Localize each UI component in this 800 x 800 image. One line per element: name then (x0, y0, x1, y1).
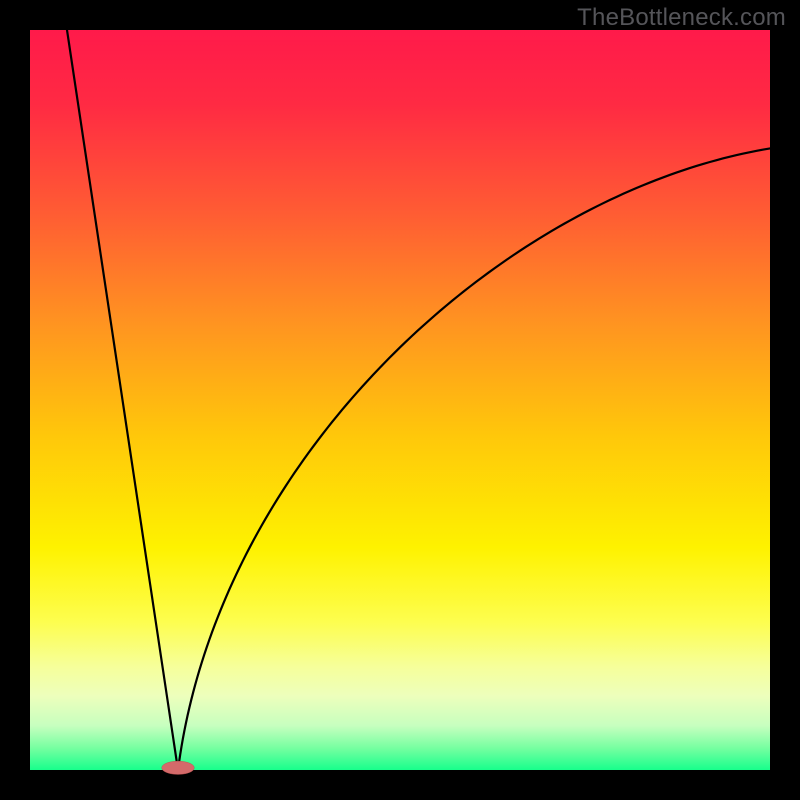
chart-container: TheBottleneck.com (0, 0, 800, 800)
chart-gradient-bg (30, 30, 770, 770)
watermark-text: TheBottleneck.com (577, 4, 786, 32)
nadir-marker (162, 761, 195, 774)
bottleneck-chart (0, 0, 800, 800)
